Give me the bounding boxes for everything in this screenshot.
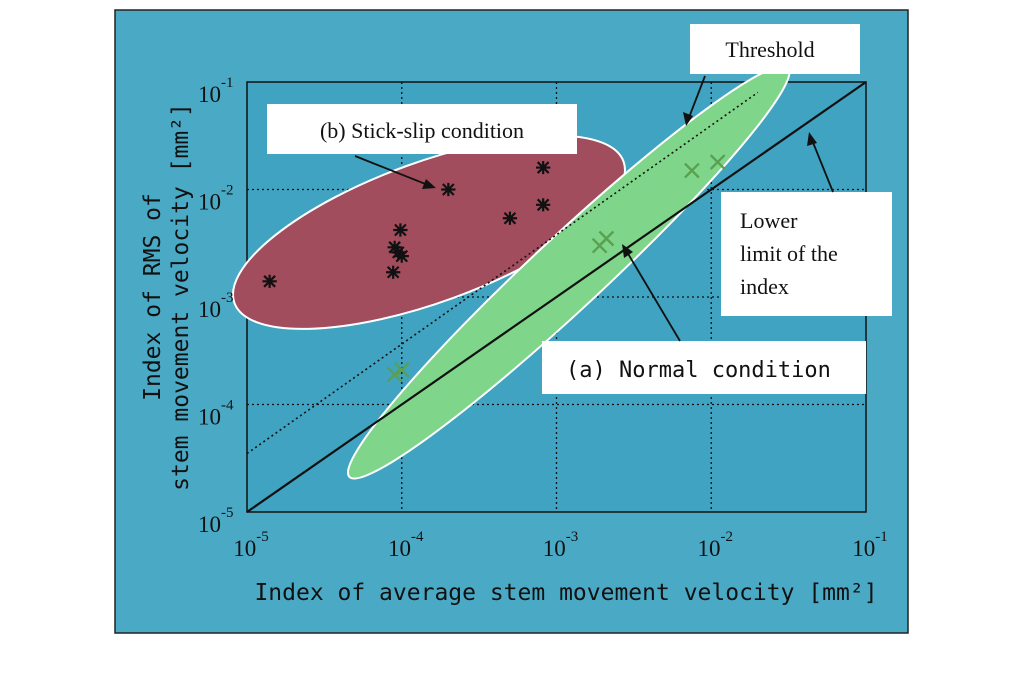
y-tick-label: 10-2 [198, 183, 234, 215]
normal-point [709, 154, 726, 170]
x-tick-label: 10-3 [543, 529, 579, 561]
normal-arrow [626, 251, 681, 342]
stick-slip-arrow [354, 155, 429, 186]
stick-slip-point [536, 160, 551, 175]
threshold-label: Threshold [725, 37, 814, 62]
x-tick-label: 10-1 [852, 529, 888, 561]
y-axis-label-line-1: Index of RMS of [140, 193, 166, 401]
lower-limit-arrow-head [807, 132, 817, 146]
normal-point [598, 230, 615, 247]
lower-limit-line [246, 81, 867, 513]
y-tick-label: 10-5 [198, 505, 234, 537]
threshold-label-box [690, 24, 860, 74]
lower-limit-line-2: limit of the [740, 241, 838, 266]
normal-label: (a) Normal condition [566, 358, 831, 383]
stick-slip-point [441, 182, 456, 197]
x-tick-label: 10-4 [388, 529, 424, 561]
normal-point [684, 162, 700, 179]
condition-regions [232, 64, 791, 480]
x-tick-label: 10-5 [233, 529, 269, 561]
normal-arrow-head [622, 244, 633, 258]
stick-slip-label: (b) Stick-slip condition [320, 118, 524, 143]
y-axis-label: Index of RMS of stem movement velocity [m… [140, 103, 194, 491]
stick-slip-point [393, 223, 408, 237]
lower-limit-line-1: Lower [740, 208, 798, 233]
stick-slip-region [232, 134, 626, 330]
x-axis-label: Index of average stem movement velocity … [254, 580, 877, 606]
threshold-arrow-head [683, 112, 693, 126]
stick-slip-arrow-head [422, 179, 436, 189]
lower-limit-arrow [811, 139, 834, 193]
normal-point [386, 366, 403, 383]
y-axis-label-line-2: stem movement velocity [mm²] [168, 103, 194, 491]
threshold-line [246, 91, 759, 455]
y-tick-label: 10-3 [198, 290, 234, 322]
stick-slip-label-box [267, 104, 577, 154]
lower-limit-line-3: index [740, 274, 789, 299]
stick-slip-point [394, 249, 409, 263]
stick-slip-point [502, 211, 518, 225]
normal-point [393, 362, 410, 378]
stick-slip-point [536, 198, 551, 212]
x-tick-label: 10-2 [698, 529, 734, 561]
y-tick-label: 10-4 [198, 398, 234, 430]
stick-slip-point [386, 265, 401, 279]
y-tick-label: 10-1 [198, 75, 234, 107]
reference-lines [246, 81, 867, 513]
lower-limit-label-box [721, 192, 892, 316]
threshold-arrow [687, 75, 706, 121]
tick-labels: 10-5 10-4 10-3 10-2 10-1 10-5 10-4 10-3 10-2 10-1 [198, 75, 888, 561]
data-points [262, 154, 726, 383]
stick-slip-point [262, 274, 277, 288]
normal-label-box [542, 341, 866, 394]
